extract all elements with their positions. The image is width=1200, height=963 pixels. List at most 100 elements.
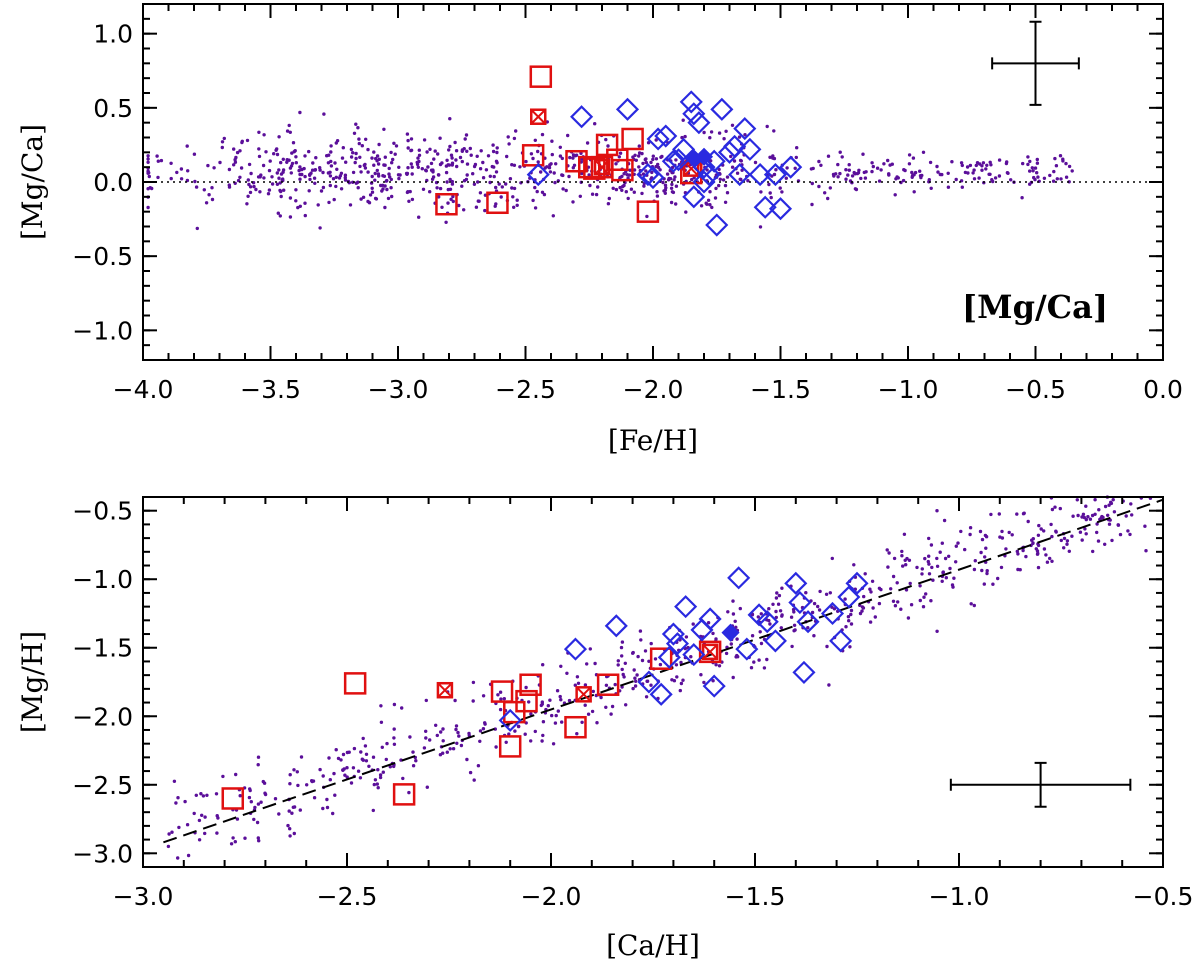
field-star-point bbox=[488, 180, 492, 185]
field-star-point bbox=[392, 702, 397, 707]
field-star-point bbox=[341, 768, 345, 772]
field-star-point bbox=[556, 709, 560, 713]
field-star-point bbox=[310, 779, 314, 784]
field-star-point bbox=[344, 160, 348, 164]
field-star-point bbox=[1036, 551, 1040, 556]
field-star-point bbox=[936, 170, 940, 174]
field-star-point bbox=[298, 204, 302, 208]
square-point bbox=[611, 158, 634, 182]
field-star-point bbox=[714, 663, 718, 667]
field-star-point bbox=[947, 554, 951, 558]
field-star-point bbox=[372, 782, 376, 787]
field-star-point bbox=[1053, 156, 1057, 161]
field-star-point bbox=[723, 200, 728, 204]
field-star-point bbox=[281, 157, 285, 161]
field-star-point bbox=[950, 160, 954, 164]
field-star-point bbox=[363, 166, 368, 170]
field-star-point bbox=[428, 738, 432, 742]
field-star-point bbox=[463, 137, 467, 141]
field-star-point bbox=[548, 163, 552, 167]
field-star-point bbox=[357, 137, 361, 141]
field-star-point bbox=[907, 558, 912, 562]
field-star-point bbox=[762, 666, 767, 670]
field-star-point bbox=[984, 546, 988, 550]
field-star-point bbox=[790, 644, 794, 649]
square-point bbox=[636, 200, 660, 223]
field-star-point bbox=[972, 168, 976, 172]
field-star-point bbox=[903, 168, 907, 173]
field-star-point bbox=[257, 154, 262, 159]
field-star-point bbox=[205, 793, 209, 797]
field-star-point bbox=[331, 811, 335, 816]
field-star-point bbox=[438, 186, 443, 191]
field-star-point bbox=[954, 544, 958, 548]
field-star-point bbox=[321, 170, 325, 175]
field-star-point bbox=[185, 823, 190, 827]
field-star-point bbox=[495, 150, 499, 155]
field-star-point bbox=[506, 135, 510, 139]
field-star-point bbox=[959, 529, 963, 534]
field-star-point bbox=[493, 204, 497, 208]
field-star-point bbox=[614, 162, 618, 166]
field-star-point bbox=[494, 170, 499, 174]
diamond-point bbox=[665, 632, 690, 656]
field-star-point bbox=[486, 154, 491, 158]
field-star-point bbox=[481, 727, 486, 731]
field-star-point bbox=[336, 756, 341, 761]
field-star-point bbox=[1005, 160, 1009, 164]
square-point bbox=[498, 735, 522, 758]
field-star-point bbox=[378, 773, 383, 777]
field-star-point bbox=[789, 615, 794, 619]
field-star-point bbox=[415, 160, 419, 165]
field-star-point bbox=[607, 196, 611, 201]
diamond-point bbox=[779, 155, 803, 179]
field-star-point bbox=[388, 175, 392, 179]
field-star-point bbox=[817, 608, 822, 612]
field-star-point bbox=[620, 188, 624, 192]
field-star-point bbox=[997, 158, 1002, 162]
field-star-point bbox=[422, 138, 427, 142]
field-star-point bbox=[838, 171, 842, 176]
field-star-point bbox=[768, 155, 772, 159]
field-star-point bbox=[772, 156, 777, 161]
field-star-point bbox=[200, 813, 204, 817]
field-star-point bbox=[239, 166, 244, 170]
field-star-point bbox=[318, 226, 322, 230]
field-star-point bbox=[277, 135, 281, 139]
field-star-point bbox=[256, 755, 261, 759]
field-star-point bbox=[611, 186, 615, 190]
field-star-point bbox=[998, 535, 1002, 539]
field-star-point bbox=[359, 750, 363, 754]
field-star-point bbox=[389, 177, 393, 182]
field-star-point bbox=[474, 205, 479, 209]
field-star-point bbox=[759, 190, 763, 194]
field-star-point bbox=[384, 757, 388, 762]
field-star-point bbox=[640, 151, 644, 156]
field-star-point bbox=[863, 572, 867, 576]
field-star-point bbox=[319, 189, 324, 193]
field-star-point bbox=[586, 712, 591, 716]
field-star-point bbox=[408, 735, 412, 739]
field-star-point bbox=[624, 190, 628, 194]
field-star-point bbox=[729, 642, 733, 646]
field-star-point bbox=[270, 175, 274, 179]
field-star-point bbox=[574, 153, 579, 157]
field-star-point bbox=[730, 123, 735, 128]
field-star-point bbox=[644, 169, 648, 173]
field-star-point bbox=[674, 158, 678, 162]
field-star-point bbox=[599, 695, 603, 700]
field-star-point bbox=[421, 187, 426, 191]
field-star-point bbox=[930, 565, 934, 570]
field-star-point bbox=[583, 683, 588, 687]
field-star-point bbox=[838, 150, 842, 154]
field-star-point bbox=[411, 750, 415, 754]
field-star-point bbox=[853, 187, 858, 191]
field-star-point bbox=[659, 155, 663, 159]
field-star-point bbox=[954, 560, 958, 564]
field-star-point bbox=[411, 764, 416, 768]
field-star-point bbox=[859, 176, 863, 181]
field-star-point bbox=[358, 164, 362, 169]
field-star-point bbox=[376, 172, 381, 176]
field-star-point bbox=[491, 149, 496, 154]
